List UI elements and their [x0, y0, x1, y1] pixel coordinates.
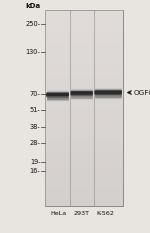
Bar: [45, 161, 123, 167]
Text: 250-: 250-: [25, 21, 40, 27]
Bar: [45, 121, 123, 128]
Bar: [45, 56, 123, 63]
Text: K-562: K-562: [97, 211, 115, 216]
Bar: [45, 154, 123, 161]
Bar: [45, 37, 123, 43]
Text: 19-: 19-: [30, 159, 40, 165]
Bar: [45, 30, 123, 37]
Bar: [45, 128, 123, 134]
Bar: [45, 10, 123, 206]
Bar: [45, 115, 123, 121]
Text: 293T: 293T: [74, 211, 90, 216]
Bar: [45, 63, 123, 69]
Bar: [45, 43, 123, 50]
Bar: [45, 180, 123, 187]
Bar: [45, 193, 123, 200]
Bar: [45, 134, 123, 141]
Bar: [45, 147, 123, 154]
Text: 28-: 28-: [30, 140, 40, 146]
Bar: [45, 141, 123, 147]
Text: kDa: kDa: [25, 3, 40, 9]
Bar: [45, 174, 123, 180]
Bar: [45, 187, 123, 193]
Bar: [45, 82, 123, 89]
Bar: [45, 69, 123, 76]
Bar: [45, 89, 123, 95]
Text: 16-: 16-: [30, 168, 40, 174]
Text: 70-: 70-: [30, 91, 40, 97]
Bar: [45, 76, 123, 82]
Bar: [45, 50, 123, 56]
Bar: [45, 24, 123, 30]
Bar: [45, 10, 123, 206]
Bar: [45, 167, 123, 174]
Bar: [45, 10, 123, 17]
Bar: [45, 17, 123, 24]
Text: 130-: 130-: [26, 49, 40, 55]
Text: 51-: 51-: [30, 106, 40, 113]
Text: OGFOD1: OGFOD1: [134, 89, 150, 96]
Bar: [45, 95, 123, 102]
Bar: [45, 200, 123, 206]
Bar: [45, 108, 123, 115]
Bar: [45, 102, 123, 108]
Text: HeLa: HeLa: [50, 211, 67, 216]
Text: 38-: 38-: [30, 124, 40, 130]
